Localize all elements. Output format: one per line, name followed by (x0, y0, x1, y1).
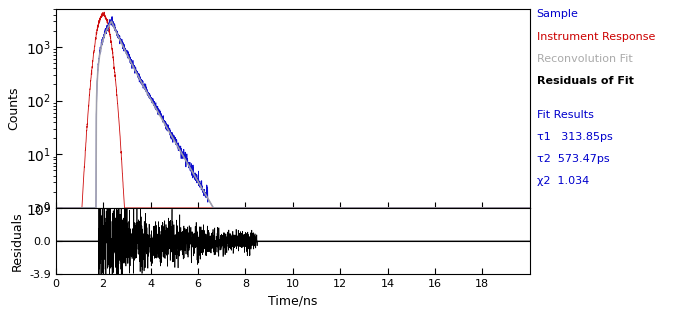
X-axis label: Time/ns: Time/ns (268, 295, 317, 307)
Text: Fit Results: Fit Results (537, 110, 594, 120)
Text: τ1   313.85ps: τ1 313.85ps (537, 132, 613, 142)
Text: τ2  573.47ps: τ2 573.47ps (537, 154, 609, 164)
Text: Sample: Sample (537, 9, 579, 20)
Text: χ2  1.034: χ2 1.034 (537, 176, 589, 186)
Text: Residuals of Fit: Residuals of Fit (537, 76, 634, 86)
Text: Reconvolution Fit: Reconvolution Fit (537, 54, 632, 64)
Y-axis label: Residuals: Residuals (10, 211, 24, 271)
Y-axis label: Counts: Counts (7, 87, 20, 130)
Text: Instrument Response: Instrument Response (537, 32, 655, 42)
